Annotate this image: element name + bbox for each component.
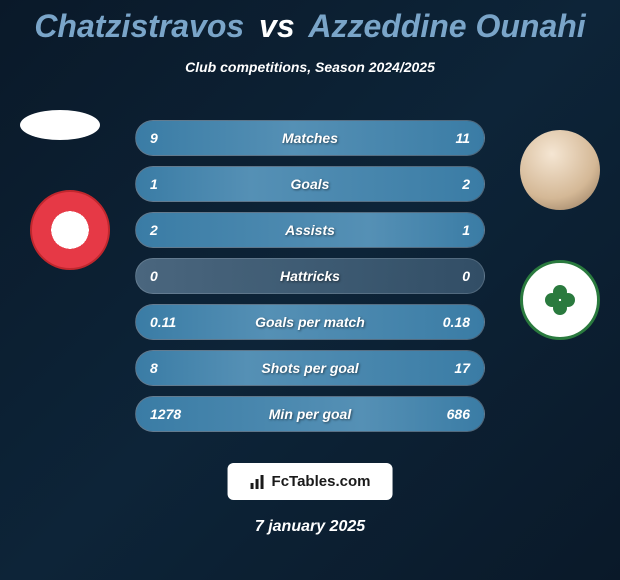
stat-label: Hattricks — [280, 268, 340, 284]
stat-row: 2 Assists 1 — [135, 212, 485, 248]
site-name: FcTables.com — [272, 473, 371, 490]
player1-club-badge-icon — [30, 190, 110, 270]
stat-label: Assists — [285, 222, 335, 238]
stat-row: 0 Hattricks 0 — [135, 258, 485, 294]
stat-value-player1: 0 — [150, 268, 158, 284]
vs-separator: vs — [259, 8, 295, 44]
date-label: 7 january 2025 — [255, 518, 365, 536]
stat-row: 1278 Min per goal 686 — [135, 396, 485, 432]
stat-value-player1: 9 — [150, 130, 158, 146]
comparison-card: Chatzistravos vs Azzeddine Ounahi Club c… — [0, 0, 620, 580]
stat-fill-right — [251, 167, 484, 201]
stat-row: 9 Matches 11 — [135, 120, 485, 156]
stat-value-player2: 2 — [462, 176, 470, 192]
player1-avatar-icon — [20, 110, 100, 140]
stat-value-player1: 2 — [150, 222, 158, 238]
player2-name: Azzeddine Ounahi — [308, 8, 585, 44]
page-title: Chatzistravos vs Azzeddine Ounahi — [0, 0, 620, 45]
stat-value-player2: 17 — [454, 360, 470, 376]
stat-fill-left — [136, 121, 293, 155]
bar-chart-icon — [250, 474, 266, 490]
stat-value-player2: 11 — [455, 130, 470, 146]
stat-label: Shots per goal — [261, 360, 358, 376]
stat-value-player1: 8 — [150, 360, 158, 376]
clover-icon — [545, 285, 575, 315]
stat-value-player1: 1278 — [150, 406, 181, 422]
site-badge[interactable]: FcTables.com — [228, 463, 393, 500]
stat-row: 1 Goals 2 — [135, 166, 485, 202]
stat-value-player2: 0.18 — [443, 314, 470, 330]
stat-label: Goals per match — [255, 314, 365, 330]
player2-club-badge-icon — [520, 260, 600, 340]
stat-value-player2: 0 — [462, 268, 470, 284]
stat-value-player1: 0.11 — [150, 314, 176, 330]
player1-name: Chatzistravos — [34, 8, 244, 44]
stat-row: 0.11 Goals per match 0.18 — [135, 304, 485, 340]
stat-row: 8 Shots per goal 17 — [135, 350, 485, 386]
stat-label: Goals — [291, 176, 330, 192]
stat-label: Min per goal — [269, 406, 351, 422]
stat-value-player1: 1 — [150, 176, 158, 192]
stat-label: Matches — [282, 130, 338, 146]
stats-panel: 9Matches111Goals22Assists10Hattricks00.1… — [135, 120, 485, 442]
player2-avatar-icon — [520, 130, 600, 210]
stat-value-player2: 1 — [462, 222, 470, 238]
stat-value-player2: 686 — [447, 406, 470, 422]
subtitle: Club competitions, Season 2024/2025 — [0, 59, 620, 75]
